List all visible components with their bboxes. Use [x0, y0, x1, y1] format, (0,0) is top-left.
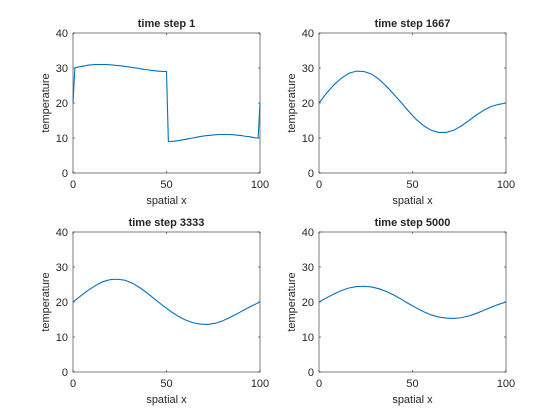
subplot-3: 0 50 100 0 10 20 30 40 time step 3333 spatial x te…	[40, 217, 269, 406]
x-tick-label: 0	[70, 179, 76, 191]
axes-frame	[72, 32, 261, 174]
y-tick-label: 0	[308, 168, 314, 180]
y-tick-label: 30	[302, 63, 314, 75]
y-tick-label: 40	[56, 227, 68, 239]
y-axis-label: temperature	[40, 272, 52, 331]
y-axis-label: temperature	[40, 73, 52, 132]
x-tick-label: 0	[316, 179, 322, 191]
x-axis-label: spatial x	[146, 394, 187, 406]
axes-frame	[318, 32, 507, 174]
x-axis-label: spatial x	[392, 195, 433, 207]
y-tick-label: 10	[302, 133, 314, 145]
subplot-1: 0 50 100 0 10 20 30 40 time step 1 spatial x tempe…	[40, 18, 269, 207]
y-tick-label: 20	[302, 297, 314, 309]
y-tick-label: 40	[56, 28, 68, 40]
subplot-4: 0 50 100 0 10 20 30 40 time step 5000 spatial x te…	[286, 217, 515, 406]
y-tick-label: 20	[56, 98, 68, 110]
y-tick-label: 40	[302, 227, 314, 239]
x-tick-label: 0	[70, 378, 76, 390]
series-line	[318, 285, 507, 320]
series-line	[72, 63, 261, 143]
subplot-2: 0 50 100 0 10 20 30 40 time step 1667 spatial x te…	[286, 18, 515, 207]
x-tick-label: 50	[406, 378, 418, 390]
y-tick-label: 30	[302, 262, 314, 274]
x-tick-label: 100	[497, 378, 515, 390]
x-tick-label: 50	[160, 179, 172, 191]
y-tick-label: 10	[302, 332, 314, 344]
subplot-title: time step 3333	[129, 217, 205, 229]
y-tick-label: 10	[56, 133, 68, 145]
x-tick-label: 100	[251, 378, 269, 390]
y-tick-label: 0	[62, 168, 68, 180]
x-tick-label: 100	[251, 179, 269, 191]
series-line	[318, 70, 507, 133]
subplot-title: time step 1	[138, 18, 195, 30]
y-tick-label: 10	[56, 332, 68, 344]
subplot-title: time step 1667	[375, 18, 451, 30]
y-tick-label: 0	[308, 367, 314, 379]
x-axis-label: spatial x	[392, 394, 433, 406]
y-tick-label: 20	[302, 98, 314, 110]
y-tick-label: 20	[56, 297, 68, 309]
subplot-title: time step 5000	[375, 217, 451, 229]
x-tick-label: 50	[160, 378, 172, 390]
series-line	[72, 278, 261, 325]
x-axis-label: spatial x	[146, 195, 187, 207]
y-tick-label: 40	[302, 28, 314, 40]
y-tick-label: 30	[56, 262, 68, 274]
axes-frame	[72, 231, 261, 373]
y-tick-label: 0	[62, 367, 68, 379]
axes-frame	[318, 231, 507, 373]
y-tick-label: 30	[56, 63, 68, 75]
y-axis-label: temperature	[286, 272, 298, 331]
x-tick-label: 0	[316, 378, 322, 390]
x-tick-label: 100	[497, 179, 515, 191]
x-tick-label: 50	[406, 179, 418, 191]
y-axis-label: temperature	[286, 73, 298, 132]
